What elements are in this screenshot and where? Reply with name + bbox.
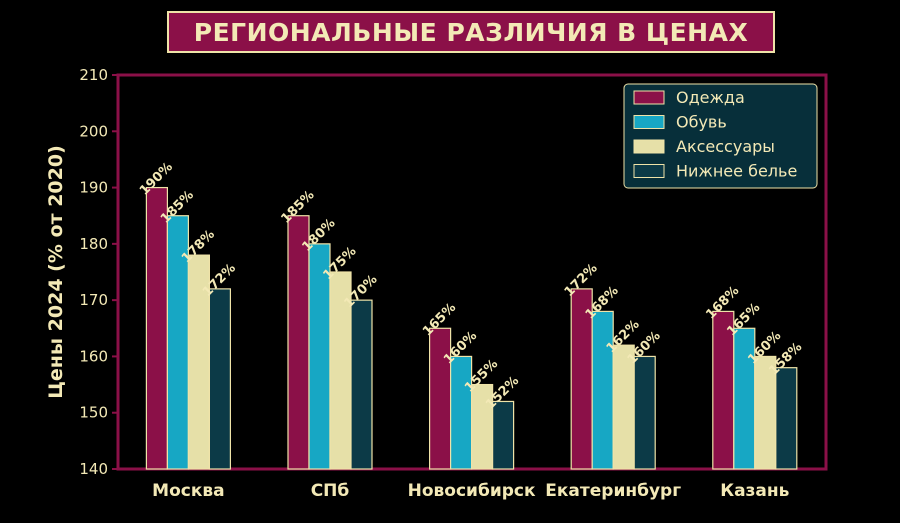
y-tick-label: 200: [79, 122, 108, 140]
bars: [145, 186, 798, 470]
legend-box: [623, 83, 818, 189]
legend-swatch: [633, 164, 665, 178]
y-tick-label: 150: [79, 404, 108, 422]
legend-entry: Нижнее белье: [676, 162, 797, 181]
bar-5-4: [775, 367, 798, 470]
bar-3-4: [492, 400, 515, 470]
chart-title-box: РЕГИОНАЛЬНЫЕ РАЗЛИЧИЯ В ЦЕНАХ: [167, 11, 775, 53]
x-tick-label: Москва: [152, 481, 224, 501]
x-tick-label: Екатеринбург: [545, 481, 681, 501]
y-tick-label: 140: [79, 460, 108, 478]
legend: Одежда Обувь Аксессуары Нижнее белье: [623, 83, 818, 189]
bar-2-4: [350, 299, 373, 470]
legend-swatch: [633, 90, 665, 105]
legend-swatch: [633, 115, 665, 129]
bar-4-2: [591, 310, 614, 470]
bar-4-4: [633, 355, 656, 470]
y-axis-label: Цены 2024 (% от 2020): [45, 145, 67, 399]
legend-entry: Одежда: [676, 88, 745, 107]
legend-swatch: [633, 139, 665, 154]
bar-1-1: [145, 186, 168, 470]
legend-entry: Аксессуары: [676, 137, 775, 156]
legend-entry: Обувь: [676, 113, 727, 132]
y-tick-label: 170: [79, 291, 108, 309]
y-tick-label: 160: [79, 347, 108, 365]
bar-2-1: [287, 215, 310, 470]
x-tick-label: СПб: [311, 481, 350, 501]
chart-title: РЕГИОНАЛЬНЫЕ РАЗЛИЧИЯ В ЦЕНАХ: [193, 17, 749, 47]
y-tick-label: 180: [79, 235, 108, 253]
bar-1-4: [208, 288, 231, 470]
y-tick-label: 210: [79, 66, 108, 84]
x-tick-label: Новосибирск: [408, 481, 536, 501]
y-tick-label: 190: [79, 179, 108, 197]
bar-3-2: [450, 355, 473, 470]
x-tick-label: Казань: [720, 481, 789, 501]
